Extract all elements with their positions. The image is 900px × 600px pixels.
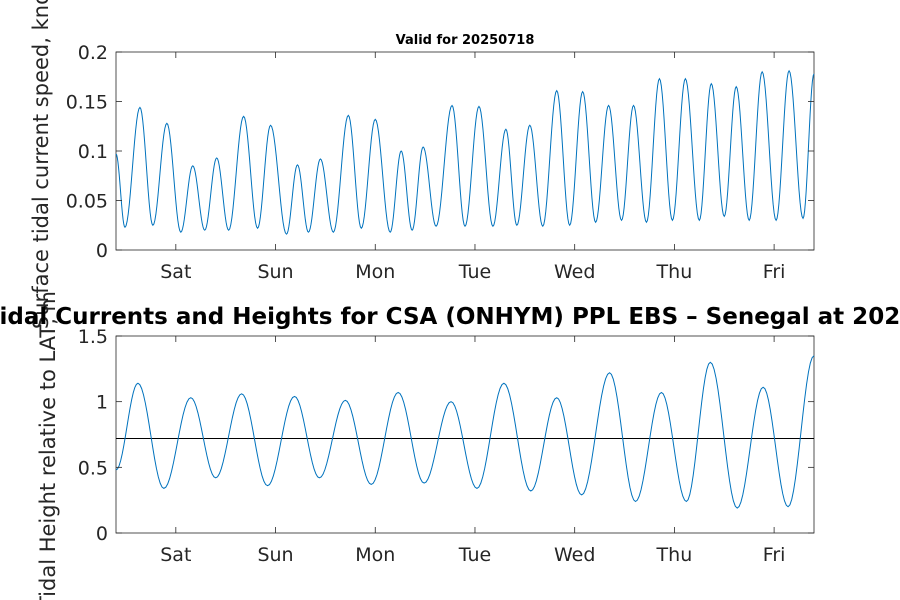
x-tick-label: Thu [656,544,693,566]
x-tick-label: Wed [554,544,595,566]
x-tick-label: Sun [257,544,293,566]
y-tick-label: 1.5 [78,326,108,348]
x-tick-label: Sat [160,544,191,566]
y-tick-label: 0 [96,240,108,262]
panel-title: Valid for 20250718 [396,33,535,48]
current-speed-panel: 0 0.05 0.1 0.15 0.2 Sat Sun Mon Tue Wed Thu Fri Va… [29,0,815,329]
y-tick-label: 0 [96,523,108,545]
x-tick-label: Thu [656,261,693,283]
x-tick-label: Mon [355,261,395,283]
y-tick-label: 1 [96,392,108,414]
axes-box [115,335,815,534]
current-speed-line [115,69,815,235]
x-tick-label: Tue [458,261,491,283]
y-tick-label: 0.2 [78,42,108,64]
tidal-height-panel: 0 0.5 1 1.5 Sat Sun Mon Tue Wed Thu Fri Tidal Hei… [36,291,815,600]
y-tick-label: 0.1 [78,141,108,163]
y-axis-label: Tidal Height relative to LAT, m [36,291,60,600]
x-tick-label: Sat [160,261,191,283]
y-ticks: 0 0.5 1 1.5 [78,326,814,545]
y-axis-label: Surface tidal current speed, knots [29,0,53,329]
figure-title: Tidal Currents and Heights for CSA (ONHY… [0,304,900,330]
y-tick-label: 0.5 [78,457,108,479]
x-ticks: Sat Sun Mon Tue Wed Thu Fri [160,52,785,283]
x-tick-label: Wed [554,261,595,283]
y-ticks: 0 0.05 0.1 0.15 0.2 [66,42,814,262]
axes-box [115,51,815,251]
x-tick-label: Fri [763,261,786,283]
x-tick-label: Mon [355,544,395,566]
y-tick-label: 0.05 [66,191,108,213]
x-tick-label: Sun [257,261,293,283]
x-tick-label: Fri [763,544,786,566]
x-tick-label: Tue [458,544,491,566]
y-tick-label: 0.15 [66,92,108,114]
x-ticks: Sat Sun Mon Tue Wed Thu Fri [160,336,785,566]
tidal-height-line [115,355,815,509]
